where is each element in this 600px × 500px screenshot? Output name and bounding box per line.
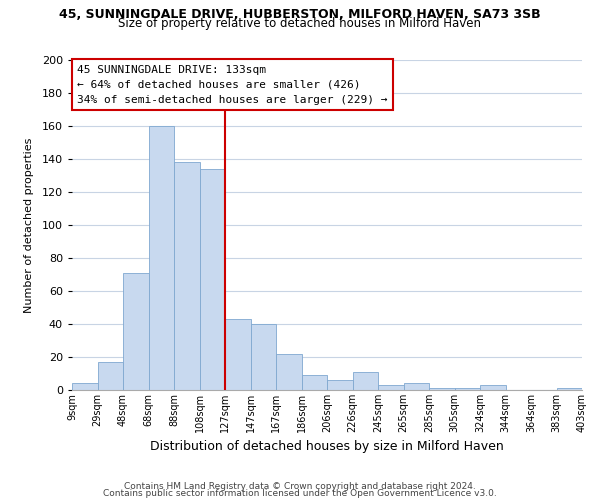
Text: Contains HM Land Registry data © Crown copyright and database right 2024.: Contains HM Land Registry data © Crown c…: [124, 482, 476, 491]
Text: Size of property relative to detached houses in Milford Haven: Size of property relative to detached ho…: [119, 18, 482, 30]
Bar: [557, 388, 582, 390]
Bar: [72, 384, 97, 390]
Bar: [378, 385, 404, 390]
Text: 45 SUNNINGDALE DRIVE: 133sqm
← 64% of detached houses are smaller (426)
34% of s: 45 SUNNINGDALE DRIVE: 133sqm ← 64% of de…: [77, 65, 388, 104]
Bar: [455, 388, 480, 390]
Bar: [149, 126, 174, 390]
Bar: [199, 169, 225, 390]
Text: Contains public sector information licensed under the Open Government Licence v3: Contains public sector information licen…: [103, 489, 497, 498]
Bar: [480, 385, 505, 390]
Bar: [353, 372, 378, 390]
Y-axis label: Number of detached properties: Number of detached properties: [23, 138, 34, 312]
Text: 45, SUNNINGDALE DRIVE, HUBBERSTON, MILFORD HAVEN, SA73 3SB: 45, SUNNINGDALE DRIVE, HUBBERSTON, MILFO…: [59, 8, 541, 20]
Bar: [327, 380, 353, 390]
Bar: [97, 362, 123, 390]
Bar: [225, 319, 251, 390]
Bar: [174, 162, 199, 390]
Bar: [302, 375, 327, 390]
X-axis label: Distribution of detached houses by size in Milford Haven: Distribution of detached houses by size …: [150, 440, 504, 454]
Bar: [251, 324, 276, 390]
Bar: [276, 354, 302, 390]
Bar: [404, 384, 429, 390]
Bar: [429, 388, 455, 390]
Bar: [123, 273, 149, 390]
